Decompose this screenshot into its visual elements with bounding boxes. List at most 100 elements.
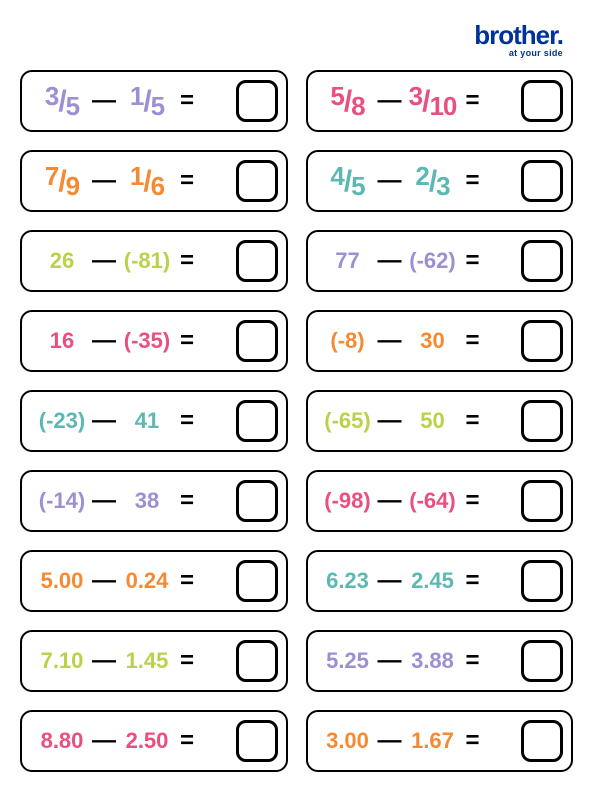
- operand-2: 3.88: [402, 648, 464, 674]
- operand-1: (-65): [318, 408, 378, 434]
- problem-card: 8.80 — 2.50 =: [20, 710, 288, 772]
- minus-sign: —: [92, 167, 116, 195]
- answer-box[interactable]: [521, 560, 563, 602]
- operand-1: 7.10: [32, 648, 92, 674]
- operand-2: (-62): [402, 248, 464, 274]
- operand-1: 5.25: [318, 648, 378, 674]
- operand-1: (-8): [318, 328, 378, 354]
- equals-sign: =: [464, 247, 482, 275]
- problem-card: 3.00 — 1.67 =: [306, 710, 574, 772]
- operand-1: (-23): [32, 408, 92, 434]
- operand-1: 3/5: [32, 81, 92, 122]
- equals-sign: =: [464, 647, 482, 675]
- operand-2: 2.50: [116, 728, 178, 754]
- equals-sign: =: [464, 327, 482, 355]
- operand-1: 6.23: [318, 568, 378, 594]
- minus-sign: —: [378, 167, 402, 195]
- problem-card: 77 — (-62) =: [306, 230, 574, 292]
- minus-sign: —: [378, 407, 402, 435]
- equals-sign: =: [178, 327, 196, 355]
- answer-box[interactable]: [521, 640, 563, 682]
- minus-sign: —: [92, 487, 116, 515]
- equals-sign: =: [464, 87, 482, 115]
- minus-sign: —: [92, 87, 116, 115]
- operand-2: 1/6: [116, 161, 178, 202]
- equals-sign: =: [464, 727, 482, 755]
- answer-box[interactable]: [521, 480, 563, 522]
- operand-2: 50: [402, 408, 464, 434]
- operand-2: 1/5: [116, 81, 178, 122]
- problem-card: 5.00 — 0.24 =: [20, 550, 288, 612]
- operand-2: (-81): [116, 248, 178, 274]
- operand-2: 1.45: [116, 648, 178, 674]
- minus-sign: —: [92, 327, 116, 355]
- equals-sign: =: [178, 567, 196, 595]
- operand-2: (-64): [402, 488, 464, 514]
- operand-1: 8.80: [32, 728, 92, 754]
- operand-1: 3.00: [318, 728, 378, 754]
- problem-card: 6.23 — 2.45 =: [306, 550, 574, 612]
- minus-sign: —: [378, 87, 402, 115]
- equals-sign: =: [178, 167, 196, 195]
- answer-box[interactable]: [521, 400, 563, 442]
- answer-box[interactable]: [521, 240, 563, 282]
- minus-sign: —: [378, 327, 402, 355]
- answer-box[interactable]: [521, 320, 563, 362]
- answer-box[interactable]: [521, 720, 563, 762]
- answer-box[interactable]: [521, 80, 563, 122]
- operand-1: 5.00: [32, 568, 92, 594]
- operand-1: 5/8: [318, 81, 378, 122]
- equals-sign: =: [464, 167, 482, 195]
- problem-card: (-8) — 30 =: [306, 310, 574, 372]
- answer-box[interactable]: [236, 320, 278, 362]
- minus-sign: —: [92, 247, 116, 275]
- operand-1: 26: [32, 248, 92, 274]
- minus-sign: —: [378, 487, 402, 515]
- equals-sign: =: [178, 87, 196, 115]
- equals-sign: =: [178, 407, 196, 435]
- problem-card: 26 — (-81) =: [20, 230, 288, 292]
- answer-box[interactable]: [236, 560, 278, 602]
- operand-2: (-35): [116, 328, 178, 354]
- answer-box[interactable]: [236, 720, 278, 762]
- problem-card: 5/8 — 3/10 =: [306, 70, 574, 132]
- problem-card: 7.10 — 1.45 =: [20, 630, 288, 692]
- operand-1: (-98): [318, 488, 378, 514]
- minus-sign: —: [378, 727, 402, 755]
- equals-sign: =: [178, 727, 196, 755]
- operand-1: 4/5: [318, 161, 378, 202]
- operand-2: 2.45: [402, 568, 464, 594]
- problem-card: (-65) — 50 =: [306, 390, 574, 452]
- problem-card: (-23) — 41 =: [20, 390, 288, 452]
- answer-box[interactable]: [521, 160, 563, 202]
- problem-card: 5.25 — 3.88 =: [306, 630, 574, 692]
- problem-card: (-14) — 38 =: [20, 470, 288, 532]
- operand-2: 2/3: [402, 161, 464, 202]
- equals-sign: =: [464, 567, 482, 595]
- operand-2: 38: [116, 488, 178, 514]
- minus-sign: —: [378, 247, 402, 275]
- minus-sign: —: [92, 407, 116, 435]
- answer-box[interactable]: [236, 480, 278, 522]
- operand-2: 3/10: [402, 81, 464, 122]
- operand-1: (-14): [32, 488, 92, 514]
- answer-box[interactable]: [236, 240, 278, 282]
- answer-box[interactable]: [236, 80, 278, 122]
- logo-text: brother.: [474, 22, 563, 48]
- operand-2: 1.67: [402, 728, 464, 754]
- answer-box[interactable]: [236, 400, 278, 442]
- operand-1: 16: [32, 328, 92, 354]
- equals-sign: =: [178, 487, 196, 515]
- minus-sign: —: [92, 727, 116, 755]
- equals-sign: =: [464, 407, 482, 435]
- problem-card: 3/5 — 1/5 =: [20, 70, 288, 132]
- answer-box[interactable]: [236, 160, 278, 202]
- problem-card: 16 — (-35) =: [20, 310, 288, 372]
- operand-1: 77: [318, 248, 378, 274]
- equals-sign: =: [178, 647, 196, 675]
- answer-box[interactable]: [236, 640, 278, 682]
- equals-sign: =: [464, 487, 482, 515]
- operand-2: 30: [402, 328, 464, 354]
- operand-1: 7/9: [32, 161, 92, 202]
- minus-sign: —: [92, 567, 116, 595]
